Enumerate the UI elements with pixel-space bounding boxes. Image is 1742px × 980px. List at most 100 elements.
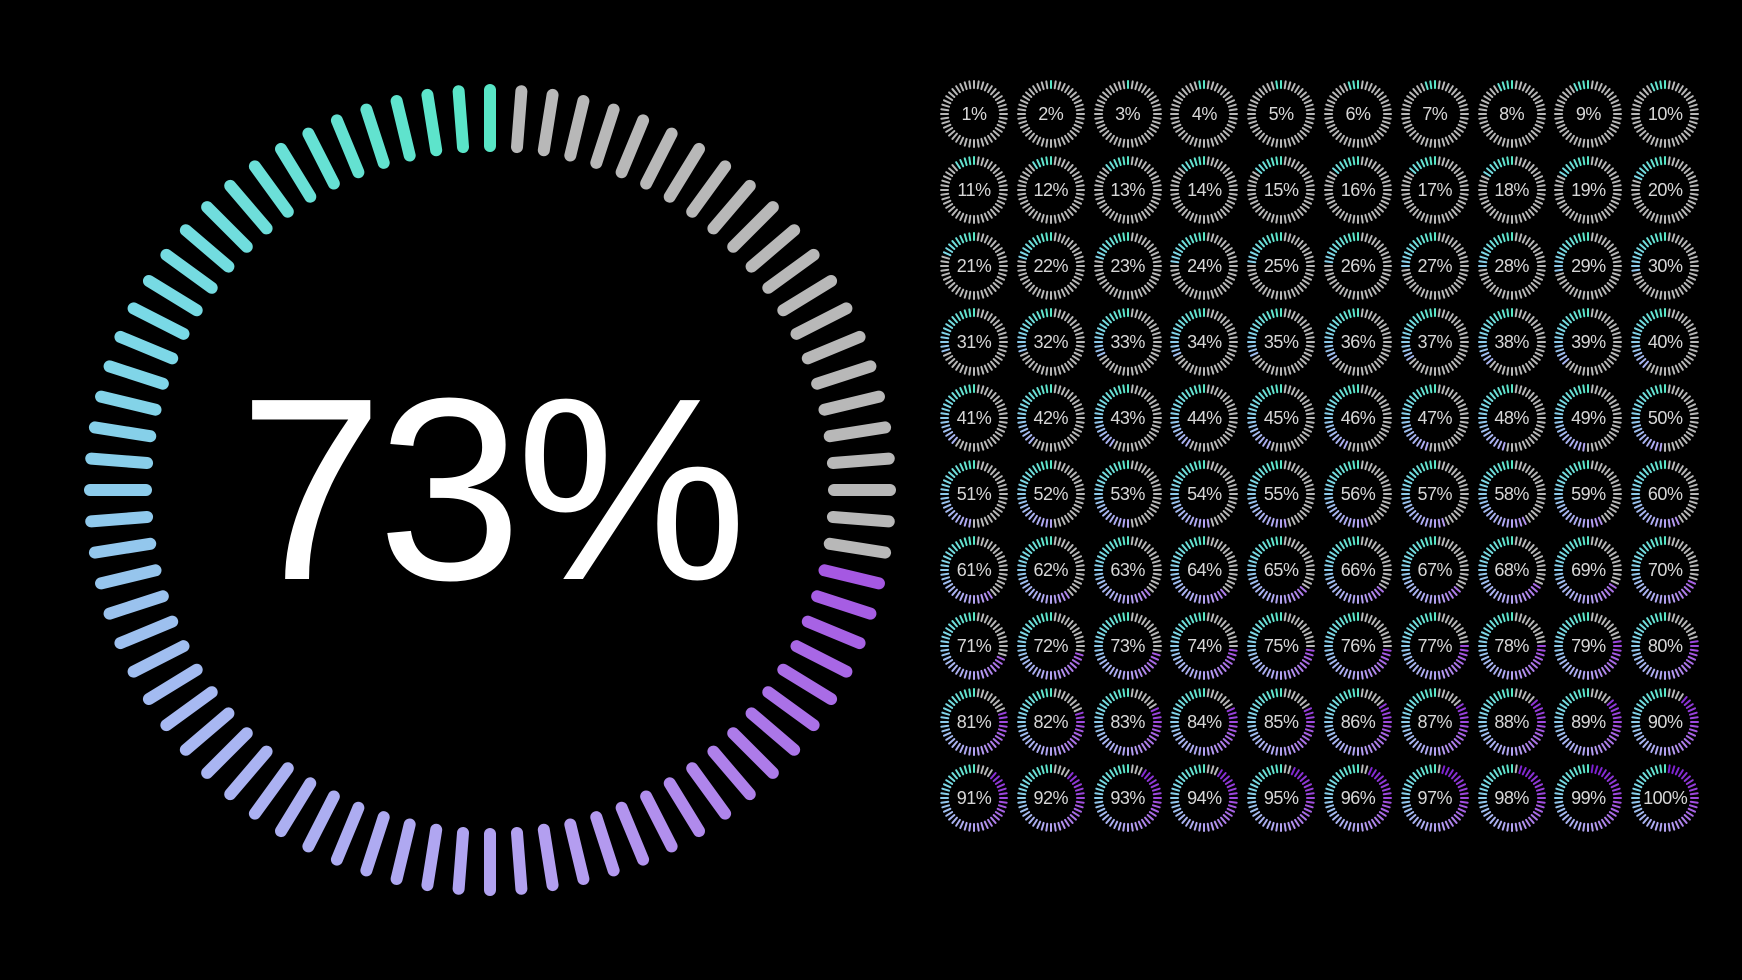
percentage-grid: 1%2%3%4%5%6%7%8%9%10%11%12%13%14%15%16%1… (940, 80, 1700, 832)
percentage-cell-label: 59% (1554, 460, 1622, 528)
percentage-cell: 54% (1170, 460, 1238, 528)
percentage-cell-label: 72% (1017, 612, 1085, 680)
percentage-cell-label: 50% (1631, 384, 1699, 452)
percentage-cell: 24% (1170, 232, 1238, 300)
percentage-cell-label: 99% (1554, 764, 1622, 832)
percentage-cell: 84% (1170, 688, 1238, 756)
percentage-cell-label: 28% (1478, 232, 1546, 300)
percentage-cell: 47% (1401, 384, 1469, 452)
percentage-cell: 2% (1017, 80, 1085, 148)
percentage-cell: 99% (1554, 764, 1622, 832)
percentage-cell-label: 27% (1401, 232, 1469, 300)
percentage-cell-label: 91% (940, 764, 1008, 832)
percentage-cell-label: 58% (1478, 460, 1546, 528)
percentage-cell-label: 77% (1401, 612, 1469, 680)
percentage-cell-label: 2% (1017, 80, 1085, 148)
percentage-cell-label: 51% (940, 460, 1008, 528)
percentage-cell: 78% (1478, 612, 1546, 680)
percentage-cell: 36% (1324, 308, 1392, 376)
percentage-cell-label: 76% (1324, 612, 1392, 680)
percentage-cell: 71% (940, 612, 1008, 680)
percentage-cell-label: 19% (1554, 156, 1622, 224)
percentage-cell: 90% (1631, 688, 1699, 756)
percentage-cell: 83% (1094, 688, 1162, 756)
percentage-cell-label: 38% (1478, 308, 1546, 376)
percentage-cell: 66% (1324, 536, 1392, 604)
percentage-cell-label: 75% (1247, 612, 1315, 680)
percentage-cell-label: 17% (1401, 156, 1469, 224)
percentage-cell-label: 100% (1631, 764, 1699, 832)
percentage-cell-label: 71% (940, 612, 1008, 680)
percentage-cell: 60% (1631, 460, 1699, 528)
percentage-cell-label: 73% (1094, 612, 1162, 680)
percentage-cell-label: 45% (1247, 384, 1315, 452)
percentage-cell: 74% (1170, 612, 1238, 680)
percentage-cell: 28% (1478, 232, 1546, 300)
percentage-cell-label: 94% (1170, 764, 1238, 832)
percentage-cell: 14% (1170, 156, 1238, 224)
percentage-cell-label: 82% (1017, 688, 1085, 756)
percentage-cell: 42% (1017, 384, 1085, 452)
percentage-cell-label: 42% (1017, 384, 1085, 452)
percentage-cell-label: 67% (1401, 536, 1469, 604)
percentage-cell: 85% (1247, 688, 1315, 756)
percentage-cell-label: 98% (1478, 764, 1546, 832)
percentage-cell-label: 88% (1478, 688, 1546, 756)
percentage-cell: 32% (1017, 308, 1085, 376)
percentage-cell-label: 35% (1247, 308, 1315, 376)
percentage-cell-label: 6% (1324, 80, 1392, 148)
percentage-cell-label: 5% (1247, 80, 1315, 148)
percentage-cell: 30% (1631, 232, 1699, 300)
percentage-cell: 27% (1401, 232, 1469, 300)
percentage-cell-label: 64% (1170, 536, 1238, 604)
percentage-cell: 76% (1324, 612, 1392, 680)
percentage-cell: 75% (1247, 612, 1315, 680)
percentage-cell: 16% (1324, 156, 1392, 224)
percentage-cell: 69% (1554, 536, 1622, 604)
percentage-cell-label: 15% (1247, 156, 1315, 224)
percentage-cell: 18% (1478, 156, 1546, 224)
percentage-cell: 88% (1478, 688, 1546, 756)
percentage-cell: 93% (1094, 764, 1162, 832)
percentage-cell: 11% (940, 156, 1008, 224)
percentage-cell: 10% (1631, 80, 1699, 148)
percentage-cell: 61% (940, 536, 1008, 604)
big-dial: 73% (80, 80, 900, 900)
percentage-cell: 68% (1478, 536, 1546, 604)
percentage-cell: 96% (1324, 764, 1392, 832)
percentage-cell: 9% (1554, 80, 1622, 148)
percentage-cell-label: 1% (940, 80, 1008, 148)
percentage-cell-label: 96% (1324, 764, 1392, 832)
percentage-cell: 46% (1324, 384, 1392, 452)
percentage-cell-label: 86% (1324, 688, 1392, 756)
percentage-cell-label: 33% (1094, 308, 1162, 376)
percentage-cell: 63% (1094, 536, 1162, 604)
percentage-cell-label: 55% (1247, 460, 1315, 528)
percentage-cell-label: 53% (1094, 460, 1162, 528)
percentage-cell: 81% (940, 688, 1008, 756)
percentage-cell-label: 78% (1478, 612, 1546, 680)
percentage-cell: 58% (1478, 460, 1546, 528)
percentage-cell: 50% (1631, 384, 1699, 452)
percentage-cell: 65% (1247, 536, 1315, 604)
percentage-cell-label: 47% (1401, 384, 1469, 452)
percentage-cell-label: 83% (1094, 688, 1162, 756)
percentage-cell: 86% (1324, 688, 1392, 756)
percentage-cell-label: 34% (1170, 308, 1238, 376)
percentage-cell-label: 79% (1554, 612, 1622, 680)
percentage-cell-label: 61% (940, 536, 1008, 604)
percentage-cell-label: 84% (1170, 688, 1238, 756)
percentage-cell-label: 90% (1631, 688, 1699, 756)
percentage-cell-label: 70% (1631, 536, 1699, 604)
percentage-cell: 4% (1170, 80, 1238, 148)
percentage-cell: 72% (1017, 612, 1085, 680)
percentage-cell-label: 68% (1478, 536, 1546, 604)
percentage-cell-label: 87% (1401, 688, 1469, 756)
percentage-cell-label: 74% (1170, 612, 1238, 680)
percentage-cell: 34% (1170, 308, 1238, 376)
percentage-cell: 59% (1554, 460, 1622, 528)
percentage-cell: 45% (1247, 384, 1315, 452)
percentage-cell: 17% (1401, 156, 1469, 224)
percentage-cell-label: 8% (1478, 80, 1546, 148)
percentage-cell-label: 89% (1554, 688, 1622, 756)
